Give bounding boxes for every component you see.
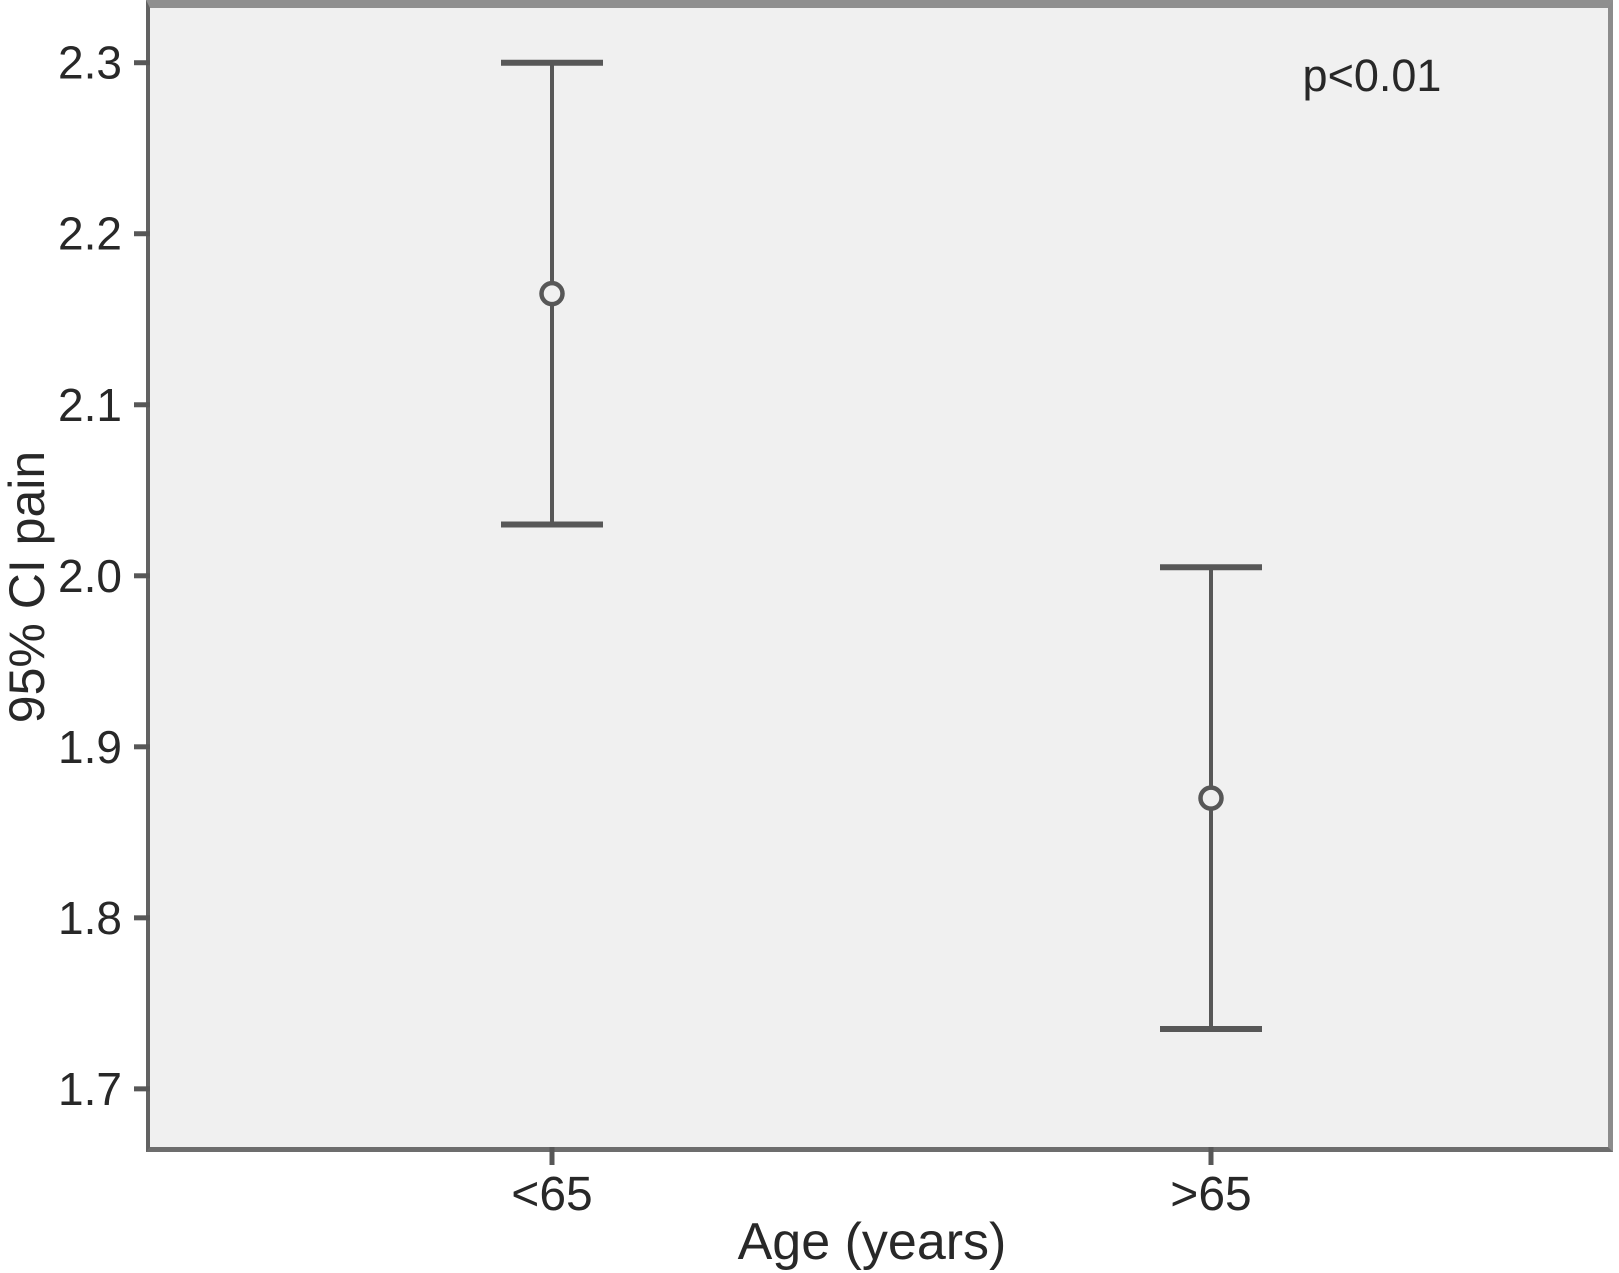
y-tick-label: 2.3: [58, 37, 122, 89]
y-tick-label: 2.0: [58, 550, 122, 602]
x-axis-title: Age (years): [737, 1213, 1007, 1271]
y-tick-label: 1.7: [58, 1063, 122, 1115]
mean-marker: [539, 280, 565, 307]
y-axis-title: 95% CI pain: [0, 450, 55, 724]
y-tick-label: 1.8: [58, 892, 122, 944]
y-tick-label: 2.2: [58, 208, 122, 260]
x-category-label: <65: [511, 1168, 592, 1221]
y-tick-label: 2.1: [58, 379, 122, 431]
plot-area: [146, 0, 1613, 1152]
mean-marker: [1198, 785, 1224, 811]
p-value-annotation: p<0.01: [1302, 50, 1442, 101]
x-category-label: >65: [1170, 1168, 1251, 1221]
y-tick-label: 1.9: [58, 721, 122, 773]
